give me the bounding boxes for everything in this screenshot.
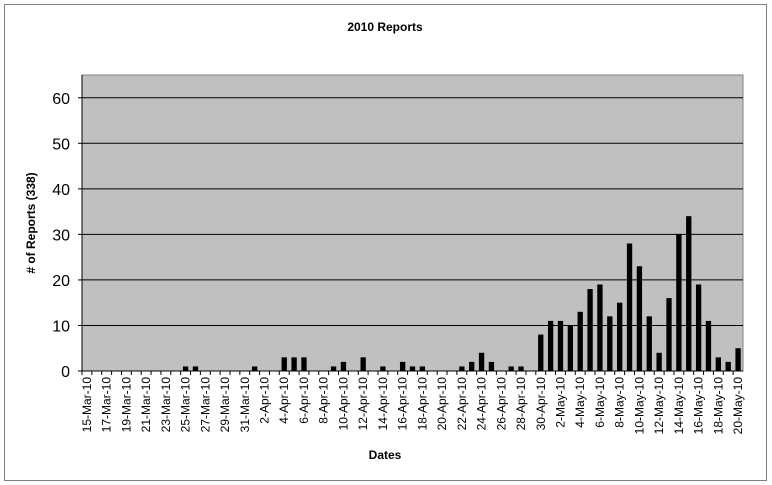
bar xyxy=(182,366,189,371)
bar xyxy=(656,352,662,371)
bar xyxy=(488,361,495,371)
x-tick-label: 23-Mar-10 xyxy=(159,377,173,433)
bar xyxy=(380,366,386,371)
bar xyxy=(469,361,475,371)
x-tick-label: 26-Apr-10 xyxy=(494,377,508,431)
plot-area xyxy=(81,74,744,372)
x-tick-label: 4-Apr-10 xyxy=(277,377,291,424)
x-axis-label: Dates xyxy=(369,448,402,462)
x-tick-label: 20-May-10 xyxy=(731,377,745,435)
y-tick-label: 10 xyxy=(52,318,70,335)
y-tick-label: 50 xyxy=(52,136,70,153)
bar xyxy=(577,311,583,371)
bar xyxy=(360,357,366,371)
x-tick-label: 25-Mar-10 xyxy=(179,377,193,433)
x-tick-label: 24-Apr-10 xyxy=(475,377,489,431)
bar xyxy=(617,302,623,371)
bar xyxy=(281,357,287,371)
x-tick-label: 12-May-10 xyxy=(652,377,666,435)
bar xyxy=(646,316,652,371)
x-tick-label: 18-May-10 xyxy=(711,377,725,435)
x-tick-label: 15-Mar-10 xyxy=(80,377,94,433)
x-tick-label: 14-May-10 xyxy=(672,377,686,435)
x-tick-label: 10-May-10 xyxy=(632,377,646,435)
x-tick-label: 19-Mar-10 xyxy=(119,377,133,433)
bar xyxy=(340,361,347,371)
x-tick-label: 31-Mar-10 xyxy=(238,377,252,433)
y-tick-label: 20 xyxy=(52,273,70,290)
bar xyxy=(251,366,258,371)
chart-title: 2010 Reports xyxy=(347,20,423,34)
bar xyxy=(557,320,564,371)
bar xyxy=(636,266,643,371)
bar xyxy=(459,366,465,371)
bar xyxy=(518,366,524,371)
x-tick-label: 27-Mar-10 xyxy=(198,377,212,433)
x-tick-label: 29-Mar-10 xyxy=(218,377,232,433)
x-tick-label: 10-Apr-10 xyxy=(336,377,350,431)
bar xyxy=(192,366,199,371)
x-tick-label: 6-May-10 xyxy=(593,377,607,428)
bar xyxy=(567,325,574,371)
x-tick-label: 2-Apr-10 xyxy=(258,377,272,424)
y-tick-label: 30 xyxy=(52,227,70,244)
x-tick-label: 17-Mar-10 xyxy=(100,377,114,433)
x-tick-label: 28-Apr-10 xyxy=(514,377,528,431)
bar xyxy=(538,334,544,371)
x-tick-label: 2-May-10 xyxy=(553,377,567,428)
bar xyxy=(676,234,682,371)
x-tick-label: 22-Apr-10 xyxy=(455,377,469,431)
x-tick-label: 6-Apr-10 xyxy=(297,377,311,424)
bar xyxy=(666,298,672,371)
x-tick-label: 18-Apr-10 xyxy=(415,377,429,431)
bar xyxy=(725,361,731,371)
bar xyxy=(695,284,702,371)
bar xyxy=(419,366,426,371)
x-tick-label: 12-Apr-10 xyxy=(356,377,370,431)
bar xyxy=(715,357,721,371)
bar xyxy=(301,357,307,371)
x-tick-label: 8-Apr-10 xyxy=(317,377,331,424)
x-tick-label: 4-May-10 xyxy=(573,377,587,428)
x-tick-label: 16-May-10 xyxy=(692,377,706,435)
x-tick-label: 14-Apr-10 xyxy=(376,377,390,431)
bar xyxy=(399,361,406,371)
bar xyxy=(626,243,633,371)
bar xyxy=(291,357,297,371)
bar xyxy=(478,352,485,371)
bar xyxy=(705,320,712,371)
y-axis-label: # of Reports (338) xyxy=(24,172,38,273)
x-tick-label: 16-Apr-10 xyxy=(396,377,410,431)
x-tick-label: 20-Apr-10 xyxy=(435,377,449,431)
bar xyxy=(607,316,613,371)
bar xyxy=(735,348,741,371)
bar xyxy=(409,366,416,371)
bar xyxy=(330,366,337,371)
bar xyxy=(587,289,593,371)
bar xyxy=(547,320,554,371)
x-tick-label: 21-Mar-10 xyxy=(139,377,153,433)
x-tick-label: 30-Apr-10 xyxy=(534,377,548,431)
bar xyxy=(686,216,692,371)
y-tick-label: 0 xyxy=(61,364,70,381)
bar xyxy=(508,366,514,371)
y-tick-label: 60 xyxy=(52,91,70,108)
bar xyxy=(597,284,603,371)
x-tick-label: 8-May-10 xyxy=(613,377,627,428)
y-tick-label: 40 xyxy=(52,182,70,199)
